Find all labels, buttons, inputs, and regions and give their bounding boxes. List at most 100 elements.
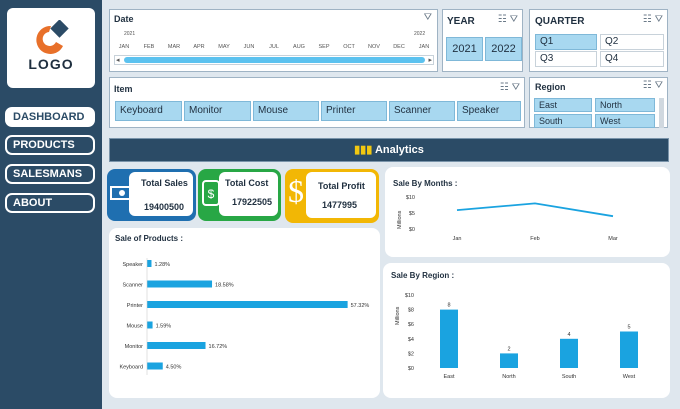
date-year-end: 2022 (414, 31, 426, 37)
quarter-slicer-title: QUARTER (535, 16, 585, 27)
date-month-label: FEB (143, 44, 155, 50)
kpi-profit-value: 1477995 (322, 200, 358, 210)
months-xtick: Feb (530, 236, 539, 242)
date-slicer-title: Date (114, 14, 134, 24)
date-month-label: APR (193, 44, 205, 50)
region-slicer[interactable]: Region ☷ ⛛ East North South West (529, 77, 668, 128)
bar-value-label: 4.50% (166, 365, 182, 371)
region-bar-chart: Millions $0 $2 $4 $6 $8 $10 8 East 2 North 4 South 5 W… (395, 293, 638, 380)
logo-icon (36, 20, 69, 54)
slicer-options-icon[interactable]: ☷ ⛛ (642, 80, 663, 91)
date-month-label: OCT (343, 44, 355, 50)
region-bar (500, 353, 518, 368)
products-chart-title: Sale of Products : (115, 234, 184, 243)
region-ytick: $4 (408, 337, 414, 343)
kpi-cost-label: Total Cost (225, 178, 269, 188)
quarter-q1[interactable]: Q1 (535, 34, 597, 50)
item-slicer-title: Item (114, 84, 133, 94)
region-west[interactable]: West (595, 114, 655, 128)
sidebar: LOGO DASHBOARD PRODUCTS SALESMANS ABOUT (0, 0, 102, 409)
months-xtick: Mar (608, 236, 618, 242)
region-ytick: $10 (405, 293, 414, 299)
quarter-q3[interactable]: Q3 (535, 51, 597, 67)
item-mouse[interactable]: Mouse (253, 101, 319, 121)
item-keyboard[interactable]: Keyboard (115, 101, 182, 121)
bar-value-label: 18.58% (215, 283, 234, 289)
product-bar (147, 342, 206, 349)
bar-category-label: Scanner (123, 283, 144, 289)
date-month-label: AUG (293, 44, 305, 50)
item-monitor[interactable]: Monitor (184, 101, 251, 121)
clear-filter-icon[interactable]: ⛛ (423, 12, 432, 23)
date-month-label: JUN (243, 44, 255, 50)
date-month-label: SEP (318, 44, 330, 50)
bar-category-label: Mouse (126, 324, 143, 330)
quarter-q4[interactable]: Q4 (600, 51, 664, 67)
date-month-label: JAN (418, 44, 430, 50)
item-printer[interactable]: Printer (321, 101, 387, 121)
nav-label: PRODUCTS (13, 139, 75, 151)
kpi-cost-inner (219, 172, 278, 216)
cash-icon: $ (202, 180, 220, 206)
date-month-label: JUL (269, 44, 279, 50)
kpi-cost-value: 17922505 (232, 197, 273, 207)
kpi-cost-card: $ Total Cost 17922505 (198, 169, 281, 221)
nav-salesmans[interactable]: SALESMANS (5, 164, 95, 184)
product-bar (147, 301, 348, 308)
region-north[interactable]: North (595, 98, 655, 112)
date-month-label: JAN (118, 44, 130, 50)
nav-about[interactable]: ABOUT (5, 193, 95, 213)
region-bar-label: 4 (567, 332, 570, 338)
region-ytick: $6 (408, 322, 414, 328)
region-chart-title: Sale By Region : (391, 271, 455, 280)
bar-value-label: 1.59% (156, 324, 172, 330)
item-speaker[interactable]: Speaker (457, 101, 521, 121)
slicer-options-icon[interactable]: ☷ ⛛ (642, 14, 663, 25)
nav-dashboard[interactable]: DASHBOARD (5, 107, 95, 127)
products-chart-card: Sale of Products : Speaker 1.28% Scanner 18… (109, 228, 380, 398)
year-slicer[interactable]: YEAR ☷ ⛛ 2021 2022 (442, 9, 523, 72)
slicer-options-icon[interactable]: ☷ ⛛ (499, 82, 520, 93)
bar-category-label: Keyboard (119, 365, 143, 371)
bar-category-label: Speaker (123, 262, 144, 268)
scroll-right-icon[interactable]: ▸ (428, 57, 432, 64)
bar-value-label: 16.72% (209, 344, 228, 350)
kpi-profit-card: $ Total Profit 1477995 (285, 169, 379, 223)
region-ytick: $2 (408, 351, 414, 357)
analytics-banner: ▮▮▮ Analytics (109, 138, 669, 162)
months-xtick: Jan (453, 236, 462, 242)
months-ytick: $5 (409, 211, 415, 217)
dollar-icon: $ (288, 173, 304, 209)
bar-value-label: 57.32% (351, 303, 370, 309)
region-scrollbar[interactable] (659, 98, 664, 128)
date-month-label: NOV (368, 44, 380, 50)
logo: LOGO (7, 8, 95, 88)
region-ytick: $8 (408, 308, 414, 314)
region-ylabel: Millions (395, 306, 401, 325)
slicer-options-icon[interactable]: ☷ ⛛ (497, 14, 518, 25)
year-2022[interactable]: 2022 (485, 37, 522, 61)
region-east[interactable]: East (534, 98, 592, 112)
region-xtick: West (623, 374, 636, 380)
item-slicer[interactable]: Item ☷ ⛛ Keyboard Monitor Mouse Printer … (109, 77, 525, 128)
region-chart-card: Sale By Region : Millions $0 $2 $4 $6 $8 $10 8 E… (383, 263, 670, 398)
region-bar-label: 8 (447, 303, 450, 309)
months-line-chart: Millions $0 $5 $10 Jan Feb Mar (397, 195, 618, 242)
product-bar (147, 260, 152, 267)
sales-line (456, 202, 614, 218)
quarter-slicer[interactable]: QUARTER ☷ ⛛ Q1 Q2 Q3 Q4 (529, 9, 668, 72)
region-bar-label: 2 (507, 346, 510, 352)
date-range-bar[interactable] (124, 57, 425, 63)
date-year-start: 2021 (124, 31, 136, 37)
year-slicer-title: YEAR (447, 16, 475, 27)
date-scrollbar[interactable]: ◂ ▸ (114, 55, 434, 65)
date-slicer[interactable]: Date ⛛ 2021 2022 JAN FEB MAR APR MAY JUN JUL AU… (109, 9, 438, 72)
scroll-left-icon[interactable]: ◂ (116, 57, 120, 64)
year-2021[interactable]: 2021 (446, 37, 483, 61)
quarter-q2[interactable]: Q2 (600, 34, 664, 50)
item-scanner[interactable]: Scanner (389, 101, 455, 121)
region-south[interactable]: South (534, 114, 592, 128)
logo-text: LOGO (28, 56, 74, 72)
nav-products[interactable]: PRODUCTS (5, 135, 95, 155)
bar-chart-icon: ▮▮▮ (354, 144, 373, 156)
